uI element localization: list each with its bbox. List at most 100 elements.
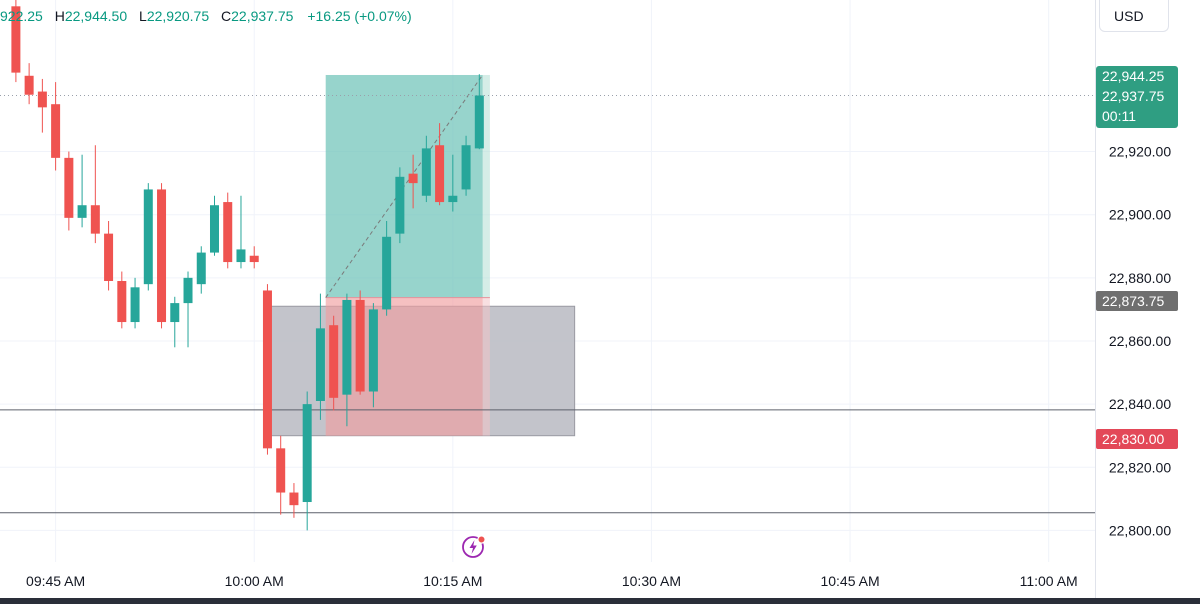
candle-body <box>474 95 484 149</box>
target-price-label: 22,944.25 <box>1102 68 1165 84</box>
y-tick-label: 22,840.00 <box>1109 396 1171 412</box>
candle-bullish <box>302 391 312 531</box>
candle-body <box>117 281 127 323</box>
candle-bearish <box>435 123 445 206</box>
candle-body <box>302 404 312 503</box>
candle-bearish <box>37 78 47 133</box>
candle-bearish <box>355 290 365 395</box>
candle-body <box>448 195 458 203</box>
position-target-badge: 22,944.25 22,937.75 00:11 <box>1096 66 1178 128</box>
candle-body <box>289 492 299 506</box>
y-tick-label: 22,880.00 <box>1109 270 1171 286</box>
legend-open-value: 922.25 <box>0 8 43 24</box>
candle-bullish <box>170 296 180 348</box>
candle-bearish <box>90 145 100 244</box>
legend-high-label: H <box>54 8 65 24</box>
candle-bullish <box>421 135 431 203</box>
legend-low-label: L <box>139 8 147 24</box>
candle-body <box>196 252 206 285</box>
candle-bearish <box>117 271 127 329</box>
y-tick-label: 22,820.00 <box>1109 459 1171 475</box>
candle-body <box>382 236 392 310</box>
y-tick-label: 22,860.00 <box>1109 333 1171 349</box>
candle-bullish <box>77 154 87 228</box>
candle-bullish <box>395 167 405 244</box>
bar-countdown-label: 00:11 <box>1102 108 1136 124</box>
candle-bearish <box>289 483 299 518</box>
candle-body <box>143 189 153 285</box>
x-tick-label: 11:00 AM <box>1020 573 1078 589</box>
candle-body <box>329 325 339 398</box>
candle-body <box>209 205 219 253</box>
candle-bullish <box>196 246 206 294</box>
candle-bearish <box>262 284 272 455</box>
candle-bearish <box>249 246 259 269</box>
y-tick-label: 22,920.00 <box>1109 144 1171 160</box>
legend-close-label: C <box>221 8 232 24</box>
candle-body <box>461 145 471 190</box>
candle-bearish <box>51 82 61 171</box>
candle-body <box>37 91 47 108</box>
candle-body <box>368 309 378 392</box>
candle-bearish <box>329 315 339 411</box>
horizontal-lines <box>0 95 1095 514</box>
candle-body <box>130 287 140 323</box>
candle-body <box>24 75 34 95</box>
candle-body <box>90 205 100 234</box>
candle-bullish <box>461 135 471 196</box>
candle-bearish <box>24 63 34 105</box>
legend-low-value: 22,920.75 <box>146 8 210 24</box>
candle-body <box>236 249 246 263</box>
x-tick-label: 10:00 AM <box>225 573 284 589</box>
candle-bullish <box>474 74 484 150</box>
candle-bearish <box>157 183 167 329</box>
candle-bullish <box>209 195 219 256</box>
x-tick-label: 10:30 AM <box>622 573 681 589</box>
lightning-alert-icon[interactable] <box>461 533 487 559</box>
candle-bullish <box>448 154 458 212</box>
candle-bullish <box>130 277 140 329</box>
candle-bearish <box>408 154 418 209</box>
candle-bullish <box>236 195 246 269</box>
candle-body <box>355 299 365 392</box>
loss-zone-filled <box>325 297 483 436</box>
candle-bullish <box>382 221 392 316</box>
candle-bearish <box>64 151 74 231</box>
axes: 22,920.00 22,900.00 22,880.00 22,860.00 22,8… <box>26 0 1171 598</box>
candle-bullish <box>143 183 153 291</box>
x-tick-label: 10:15 AM <box>423 573 482 589</box>
candle-bullish <box>315 293 325 420</box>
candle-body <box>64 157 74 218</box>
candle-bearish <box>11 0 21 83</box>
candle-body <box>408 173 418 184</box>
legend-change: +16.25 (+0.07%) <box>307 8 412 24</box>
y-tick-label: 22,900.00 <box>1109 207 1171 223</box>
ohlc-legend: 922.25 H22,944.50 L22,920.75 C22,937.75 … <box>0 6 412 26</box>
candle-body <box>276 448 286 493</box>
zone-layer <box>268 74 576 437</box>
candle-bearish <box>223 192 233 269</box>
candle-body <box>435 145 445 203</box>
stop-price-badge: 22,830.00 <box>1096 429 1178 449</box>
candle-body <box>11 6 21 73</box>
candle-bullish <box>183 271 193 348</box>
loss-zone <box>325 297 490 436</box>
candle-bearish <box>276 435 286 515</box>
candle-body <box>183 277 193 304</box>
x-tick-label: 10:45 AM <box>820 573 879 589</box>
candle-body <box>51 104 61 158</box>
candle-body <box>315 328 325 401</box>
legend-high-value: 22,944.50 <box>64 8 128 24</box>
candle-body <box>157 189 167 323</box>
currency-button[interactable]: USD <box>1099 0 1169 32</box>
candle-body <box>342 299 352 395</box>
bottom-frame <box>0 598 1200 604</box>
x-tick-label: 09:45 AM <box>26 573 85 589</box>
candle-body <box>421 148 431 196</box>
candle-bullish <box>368 303 378 408</box>
candle-bearish <box>104 221 114 291</box>
candle-body <box>77 205 87 218</box>
last-price-label: 22,937.75 <box>1102 88 1165 104</box>
